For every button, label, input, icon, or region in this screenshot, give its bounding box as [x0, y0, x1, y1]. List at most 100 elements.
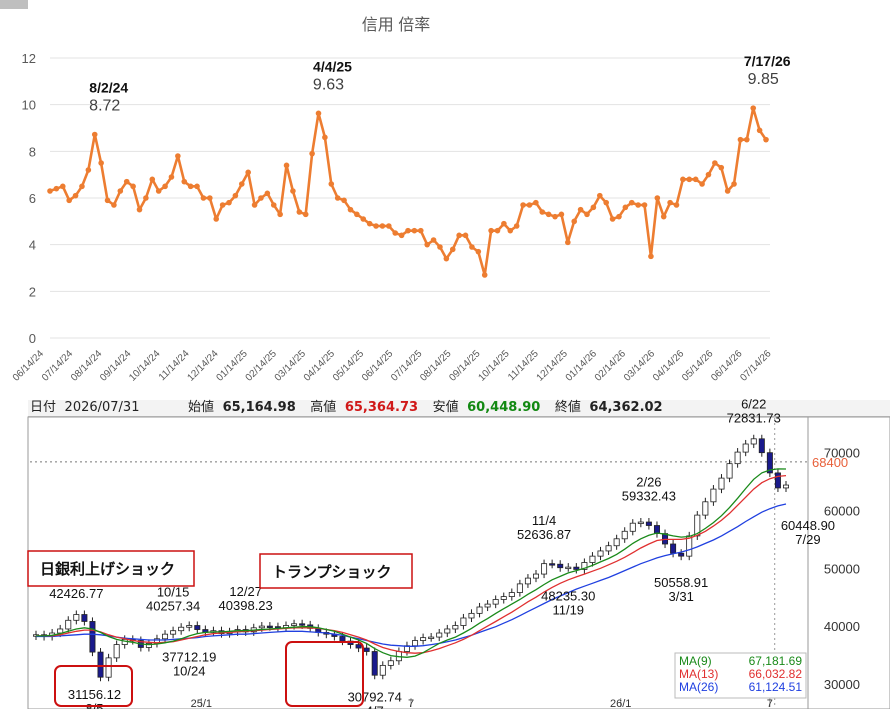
- candle-body: [541, 563, 548, 575]
- data-point: [251, 202, 258, 208]
- data-point: [213, 216, 220, 222]
- data-point: [207, 195, 213, 201]
- y-tick-label: 40000: [824, 619, 860, 634]
- chart-title: 信用 倍率: [362, 16, 430, 34]
- label-date: 10/15: [157, 585, 190, 600]
- x-tick-label: 10/14/25: [476, 348, 512, 384]
- data-point: [763, 136, 769, 143]
- candle-body: [774, 472, 781, 489]
- data-point: [187, 183, 194, 190]
- data-point: [143, 195, 149, 201]
- candle-body: [500, 596, 507, 600]
- low-label: 安値: [432, 400, 459, 415]
- data-point: [513, 223, 520, 229]
- data-point: [494, 227, 501, 234]
- data-point: [501, 220, 507, 227]
- data-point: [59, 183, 66, 190]
- event-box: [27, 550, 195, 587]
- candle-body: [605, 545, 612, 552]
- data-point: [539, 209, 546, 215]
- data-point: [462, 232, 469, 239]
- x-tick-label: 7: [767, 698, 773, 709]
- label-price: 60448.90: [781, 518, 835, 533]
- data-point: [104, 197, 111, 204]
- data-point: [712, 160, 718, 166]
- candle-body: [589, 555, 596, 563]
- x-tick-label: 25/1: [191, 698, 212, 709]
- annotation-value: 8.72: [89, 98, 120, 115]
- data-point: [277, 211, 283, 218]
- data-point: [488, 227, 494, 234]
- data-point: [302, 211, 309, 218]
- y-tick-label: 70000: [824, 446, 860, 461]
- nikkei-candlestick-chart: 30000 40000 50000 60000 70000 25/1 7 26/1 7 68400…: [27, 398, 890, 709]
- label-date: 11/19: [552, 602, 584, 617]
- data-point: [699, 181, 705, 187]
- data-point: [635, 202, 641, 208]
- corner-mark: [0, 0, 28, 9]
- data-point: [360, 216, 367, 222]
- data-point: [219, 202, 226, 208]
- y-tick-label: 0: [29, 331, 36, 346]
- data-point: [354, 211, 360, 218]
- candle-body: [113, 644, 120, 659]
- candle-body: [549, 563, 556, 566]
- candle-body: [460, 617, 467, 626]
- data-point: [654, 195, 661, 201]
- candle-body: [420, 637, 427, 641]
- candle-body: [452, 625, 459, 630]
- data-point: [430, 237, 437, 243]
- data-point: [238, 181, 245, 187]
- data-point: [724, 188, 731, 194]
- candle-body: [266, 625, 273, 628]
- candle-body: [379, 664, 386, 676]
- data-point: [437, 244, 443, 250]
- label-date: 3/31: [669, 589, 694, 604]
- candle-body: [73, 614, 80, 621]
- candle-body: [105, 657, 112, 678]
- ma-legend-box: [674, 652, 807, 699]
- data-point: [200, 195, 207, 201]
- label-price: 30792.74: [348, 689, 402, 704]
- x-tick-label: 10/14/24: [127, 348, 163, 384]
- data-point: [603, 199, 609, 206]
- data-point: [628, 199, 635, 206]
- data-point: [520, 202, 526, 208]
- data-point: [258, 195, 264, 201]
- data-point: [469, 244, 475, 250]
- candle-body: [645, 521, 652, 526]
- y-tick-label: 8: [29, 144, 36, 159]
- data-point: [155, 188, 162, 194]
- candle-body: [670, 543, 677, 554]
- label-price: 59332.43: [622, 488, 676, 503]
- x-tick-label: 26/1: [610, 698, 631, 709]
- data-point: [111, 202, 117, 208]
- data-point: [584, 211, 590, 218]
- data-point: [91, 131, 98, 138]
- data-point: [622, 204, 629, 211]
- data-point: [226, 199, 232, 206]
- y-tick-label: 10: [22, 98, 36, 113]
- data-point: [85, 167, 92, 173]
- data-point: [686, 176, 693, 183]
- data-point: [181, 178, 188, 185]
- candle-body: [557, 563, 564, 569]
- candle-body: [492, 599, 499, 605]
- data-point: [756, 127, 763, 134]
- data-point: [609, 216, 616, 222]
- data-point: [398, 232, 405, 239]
- label-date: 7/29: [795, 532, 820, 547]
- x-tick-label: 7: [408, 698, 414, 709]
- label-price: 50558.91: [654, 575, 708, 590]
- data-point: [386, 223, 392, 229]
- candle-body: [516, 583, 523, 593]
- candle-body: [412, 640, 419, 647]
- data-point: [641, 202, 648, 208]
- annotation-date: 8/2/24: [89, 80, 128, 96]
- candle-body: [629, 522, 636, 532]
- candle-body: [291, 623, 298, 626]
- data-point: [53, 185, 60, 192]
- data-point: [322, 134, 328, 141]
- data-point: [692, 176, 699, 183]
- label-date: 4/7: [366, 703, 384, 709]
